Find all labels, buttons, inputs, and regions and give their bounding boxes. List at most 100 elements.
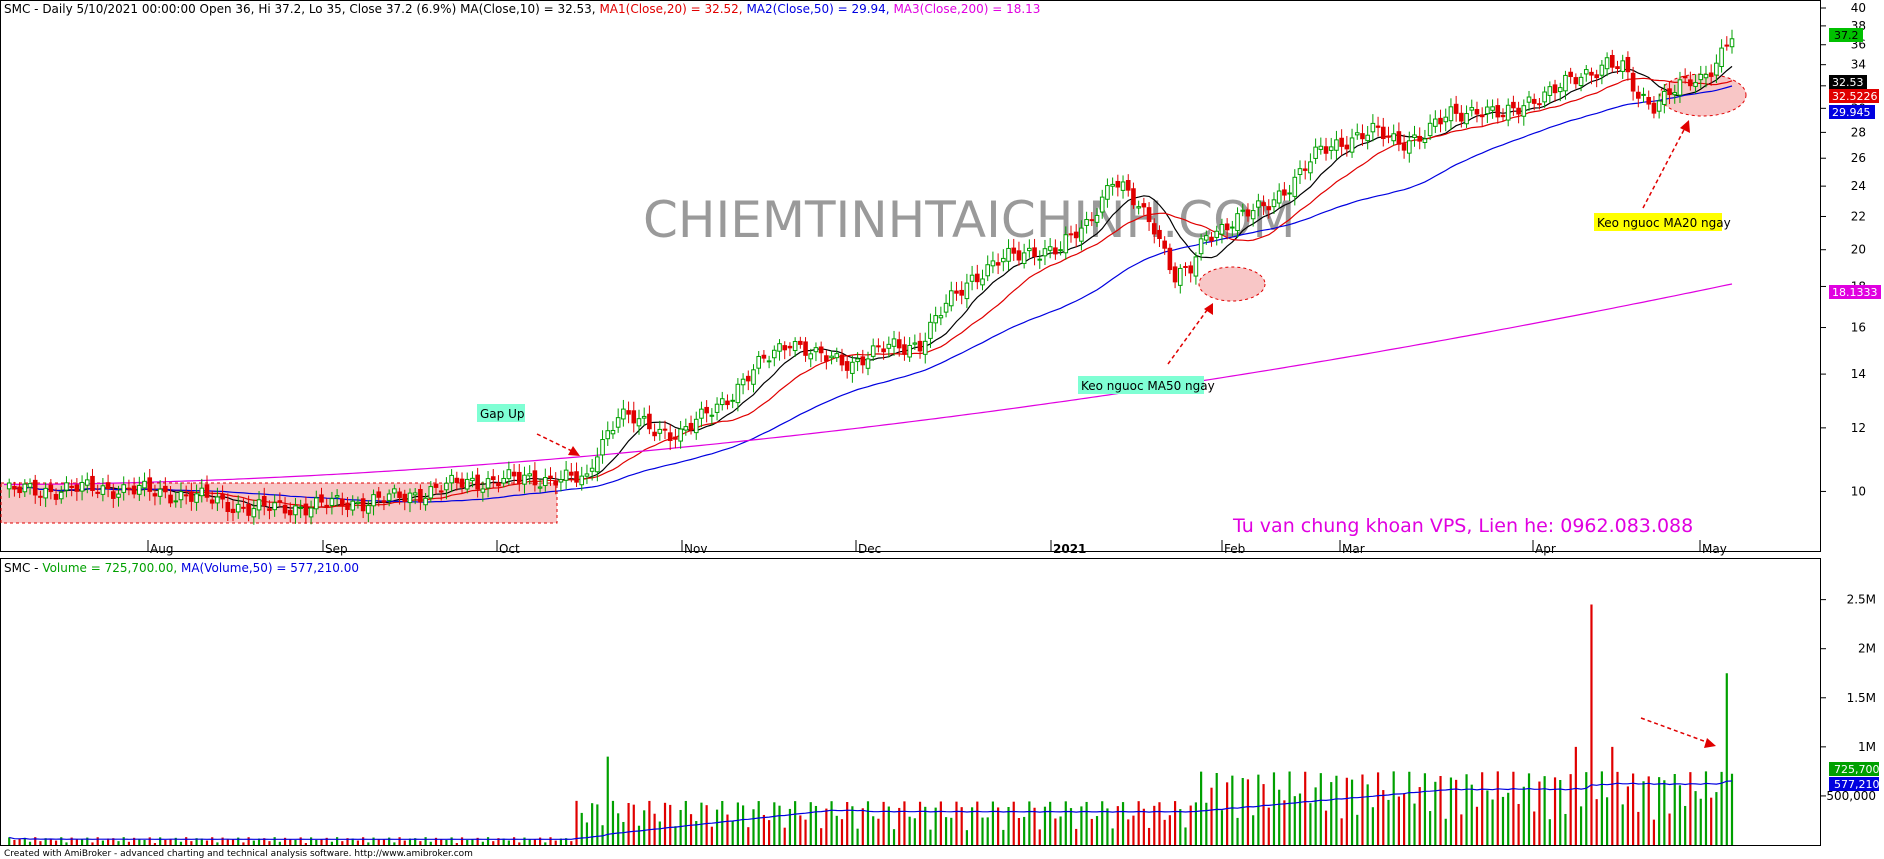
candle-up (1250, 210, 1256, 220)
candle-down (688, 422, 694, 430)
volume-pane (0, 558, 1821, 846)
candle-up (173, 500, 179, 503)
candle-up (1177, 267, 1183, 286)
candle-up (808, 353, 814, 360)
candle-up (1001, 257, 1006, 263)
candle-up (412, 492, 418, 496)
candle-down (902, 344, 907, 355)
candle-up (948, 290, 954, 307)
candle-down (53, 494, 59, 500)
candle-up (308, 507, 314, 518)
volume-ma-line (9, 780, 1733, 840)
candle-up (1136, 206, 1141, 209)
candle-up (235, 503, 241, 513)
candle-up (1583, 69, 1589, 75)
candle-down (1417, 135, 1423, 142)
candle-down (1115, 180, 1121, 188)
candle-up (1354, 132, 1360, 136)
watermark: CHIEMTINHTAICHINH.COM (643, 191, 1296, 249)
candle-up (501, 477, 506, 484)
candle-down (860, 356, 866, 366)
candle-down (230, 508, 236, 514)
candle-up (1427, 122, 1433, 137)
candle-down (1302, 168, 1308, 171)
candle-up (1698, 73, 1704, 81)
candle-down (345, 502, 350, 510)
price-tick-label: 12 (1851, 421, 1866, 435)
candle-down (1646, 96, 1652, 105)
candle-up (615, 417, 621, 428)
candle-down (261, 495, 267, 507)
candle-up (272, 502, 277, 511)
candle-up (1027, 247, 1032, 252)
candle-down (824, 355, 829, 362)
candle-down (1344, 144, 1350, 150)
candle-down (1157, 229, 1162, 240)
candle-down (1516, 107, 1521, 115)
candle-up (444, 482, 449, 491)
candle-down (459, 478, 465, 488)
candle-up (116, 493, 121, 498)
price-tick-label: 26 (1851, 151, 1866, 165)
candle-up (579, 475, 585, 486)
candle-up (464, 478, 470, 490)
candle-up (1719, 47, 1724, 68)
candle-down (204, 484, 210, 498)
candle-up (199, 487, 205, 497)
candle-up (1313, 146, 1318, 159)
candle-down (303, 503, 309, 516)
month-tick-label: Oct (499, 542, 520, 556)
candle-up (1542, 91, 1547, 103)
candle-down (1401, 143, 1407, 151)
candle-up (1287, 192, 1292, 195)
candle-up (142, 480, 147, 489)
volume-ma-path (9, 780, 1733, 840)
candle-up (1308, 161, 1313, 174)
candle-up (58, 491, 64, 500)
candle-up (350, 500, 356, 511)
candle-up (1120, 181, 1126, 191)
candle-down (1380, 126, 1386, 140)
candle-up (480, 488, 486, 493)
svg-text:Keo nguoc MA20 ngay: Keo nguoc MA20 ngay (1597, 216, 1731, 230)
price-tick-label: 16 (1851, 321, 1866, 335)
candle-down (1537, 103, 1542, 106)
candle-up (751, 369, 756, 385)
candle-down (1032, 247, 1037, 258)
candle-down (496, 482, 501, 487)
candle-down (1453, 103, 1459, 114)
candle-down (1438, 117, 1443, 125)
candle-down (1167, 247, 1173, 271)
candle-up (693, 418, 699, 434)
candle-down (1589, 71, 1594, 76)
candle-up (522, 474, 527, 485)
candle-up (980, 278, 985, 286)
candle-up (215, 496, 220, 504)
candle-up (855, 358, 860, 363)
candle-up (506, 469, 512, 480)
candle-up (1292, 176, 1298, 197)
candle-down (220, 494, 225, 500)
candle-up (470, 477, 475, 482)
price-tick-label: 24 (1851, 179, 1866, 193)
candle-down (574, 471, 579, 483)
candle-down (17, 486, 22, 494)
candle-up (1656, 100, 1662, 112)
candle-down (662, 428, 668, 431)
candle-down (1568, 71, 1573, 78)
candle-up (1219, 223, 1225, 235)
candle-up (683, 426, 689, 431)
candle-down (90, 475, 95, 491)
candle-up (1318, 145, 1324, 150)
svg-text:32.5226: 32.5226 (1832, 90, 1878, 103)
candle-up (1214, 230, 1220, 238)
month-tick-label: 2021 (1053, 542, 1086, 556)
candle-up (1563, 74, 1568, 92)
candle-up (813, 347, 819, 353)
candle-down (673, 436, 678, 440)
candle-up (1334, 139, 1339, 151)
candle-up (719, 398, 725, 406)
svg-text:29.945: 29.945 (1832, 106, 1871, 119)
candle-up (1037, 258, 1043, 261)
candle-down (511, 471, 517, 477)
